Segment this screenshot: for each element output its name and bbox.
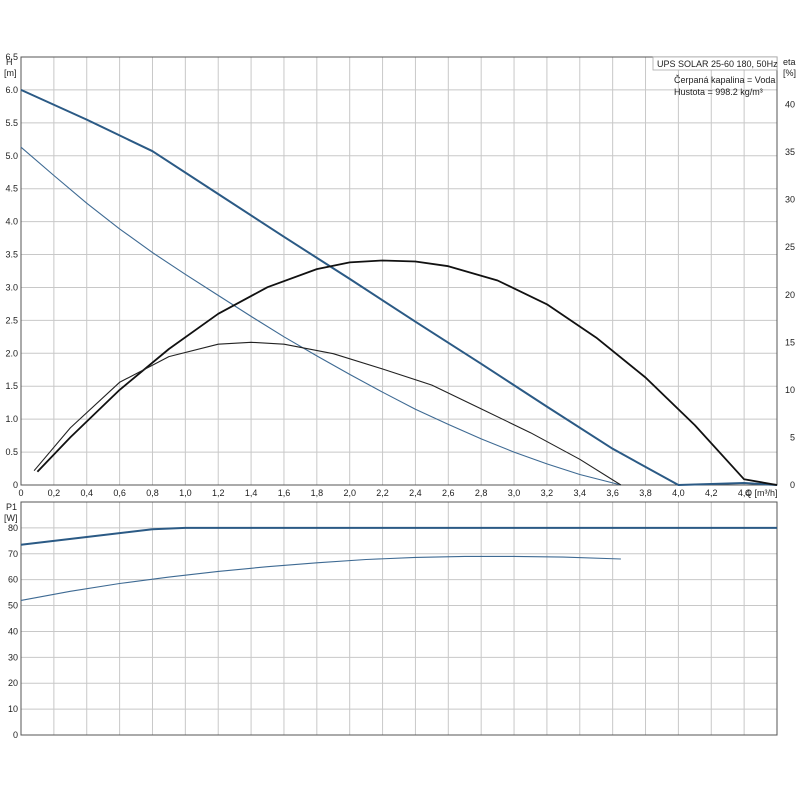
head-efficiency-grid — [20, 56, 778, 486]
y2-tick-label: 30 — [785, 195, 795, 205]
y-axis-label-p1: P1 — [6, 502, 17, 512]
p1-tick-label: 40 — [8, 626, 18, 636]
y-tick-label: 6.0 — [5, 85, 18, 95]
p1-tick-label: 10 — [8, 704, 18, 714]
bottom-plot-frame — [20, 501, 778, 736]
x-tick-label: 1,0 — [179, 488, 192, 498]
y2-tick-label: 25 — [785, 242, 795, 252]
x-tick-label: 1,8 — [311, 488, 324, 498]
x-axis-label-q: Q [m³/h] — [745, 488, 778, 498]
y-tick-label: 4.0 — [5, 217, 18, 227]
y-axis-label-h: H — [6, 57, 13, 67]
x-tick-label: 4,2 — [705, 488, 718, 498]
x-tick-label: 0,4 — [80, 488, 93, 498]
p1-tick-label: 60 — [8, 575, 18, 585]
p1-tick-label: 0 — [13, 730, 18, 740]
y-tick-label: 2.0 — [5, 348, 18, 358]
power-series — [20, 526, 777, 601]
top-plot-frame — [20, 56, 778, 486]
p1-tick-label: 80 — [8, 523, 18, 533]
x-tick-label: 3,8 — [639, 488, 652, 498]
x-tick-label: 2,6 — [442, 488, 455, 498]
p1-tick-label: 70 — [8, 549, 18, 559]
y-tick-label: 5.5 — [5, 118, 18, 128]
tick-labels: 0 0,2 0,4 0,6 0,8 1,0 1,2 1,4 1,6 1,8 2,0 2,2 2,4 2,6… — [5, 52, 795, 740]
x-tick-label: 0,6 — [113, 488, 126, 498]
legend-title: UPS SOLAR 25-60 180, 50Hz — [657, 59, 778, 69]
head-curve-1 — [20, 146, 622, 486]
eta-curve-2 — [36, 259, 778, 486]
y2-tick-label: 15 — [785, 337, 795, 347]
power-grid — [20, 501, 778, 736]
y2-tick-label: 0 — [790, 480, 795, 490]
y-axis-unit-w: [W] — [4, 513, 18, 523]
power-curve-1 — [20, 555, 621, 601]
x-tick-label: 4,4 — [738, 488, 751, 498]
power-curve-0 — [20, 526, 777, 546]
y-tick-label: 1.0 — [5, 414, 18, 424]
legend: UPS SOLAR 25-60 180, 50Hz Čerpaná kapali… — [652, 56, 778, 97]
x-tick-label: 1,4 — [245, 488, 258, 498]
x-tick-label: 4,0 — [672, 488, 685, 498]
y2-tick-label: 20 — [785, 290, 795, 300]
y-tick-label: 3.0 — [5, 282, 18, 292]
y2-tick-label: 10 — [785, 385, 795, 395]
x-tick-label: 3,4 — [574, 488, 587, 498]
y-tick-label: 0.5 — [5, 447, 18, 457]
x-tick-label: 3,2 — [541, 488, 554, 498]
head-curve-0 — [20, 88, 778, 486]
legend-fluid: Čerpaná kapalina = Voda — [674, 75, 775, 85]
y2-axis-unit-percent: [%] — [783, 68, 796, 78]
x-tick-label: 2,8 — [475, 488, 488, 498]
p1-tick-label: 30 — [8, 652, 18, 662]
x-tick-label: 1,6 — [278, 488, 291, 498]
eta-curve-3 — [33, 341, 622, 486]
y-tick-label: 2.5 — [5, 315, 18, 325]
y2-tick-label: 35 — [785, 147, 795, 157]
y-tick-label: 5.0 — [5, 151, 18, 161]
y-tick-label: 4.5 — [5, 184, 18, 194]
y2-tick-label: 40 — [785, 100, 795, 110]
p1-tick-label: 50 — [8, 601, 18, 611]
y2-axis-label-eta: eta — [783, 57, 796, 67]
x-tick-label: 2,4 — [409, 488, 422, 498]
head-efficiency-series — [20, 88, 778, 486]
legend-box — [652, 56, 778, 71]
x-tick-label: 0 — [18, 488, 23, 498]
x-tick-label: 0,8 — [146, 488, 159, 498]
x-tick-label: 1,2 — [212, 488, 225, 498]
legend-density: Hustota = 998.2 kg/m³ — [674, 87, 763, 97]
x-tick-label: 0,2 — [48, 488, 61, 498]
x-tick-label: 3,0 — [508, 488, 521, 498]
x-tick-label: 2,0 — [343, 488, 356, 498]
y2-tick-label: 5 — [790, 432, 795, 442]
y-axis-unit-m: [m] — [4, 68, 17, 78]
y-tick-label: 1.5 — [5, 381, 18, 391]
y-tick-label: 6.5 — [5, 52, 18, 62]
p1-tick-label: 20 — [8, 678, 18, 688]
x-tick-label: 3,6 — [606, 488, 619, 498]
x-tick-label: 2,2 — [376, 488, 389, 498]
y-tick-label: 0 — [13, 480, 18, 490]
y-tick-label: 3.5 — [5, 250, 18, 260]
